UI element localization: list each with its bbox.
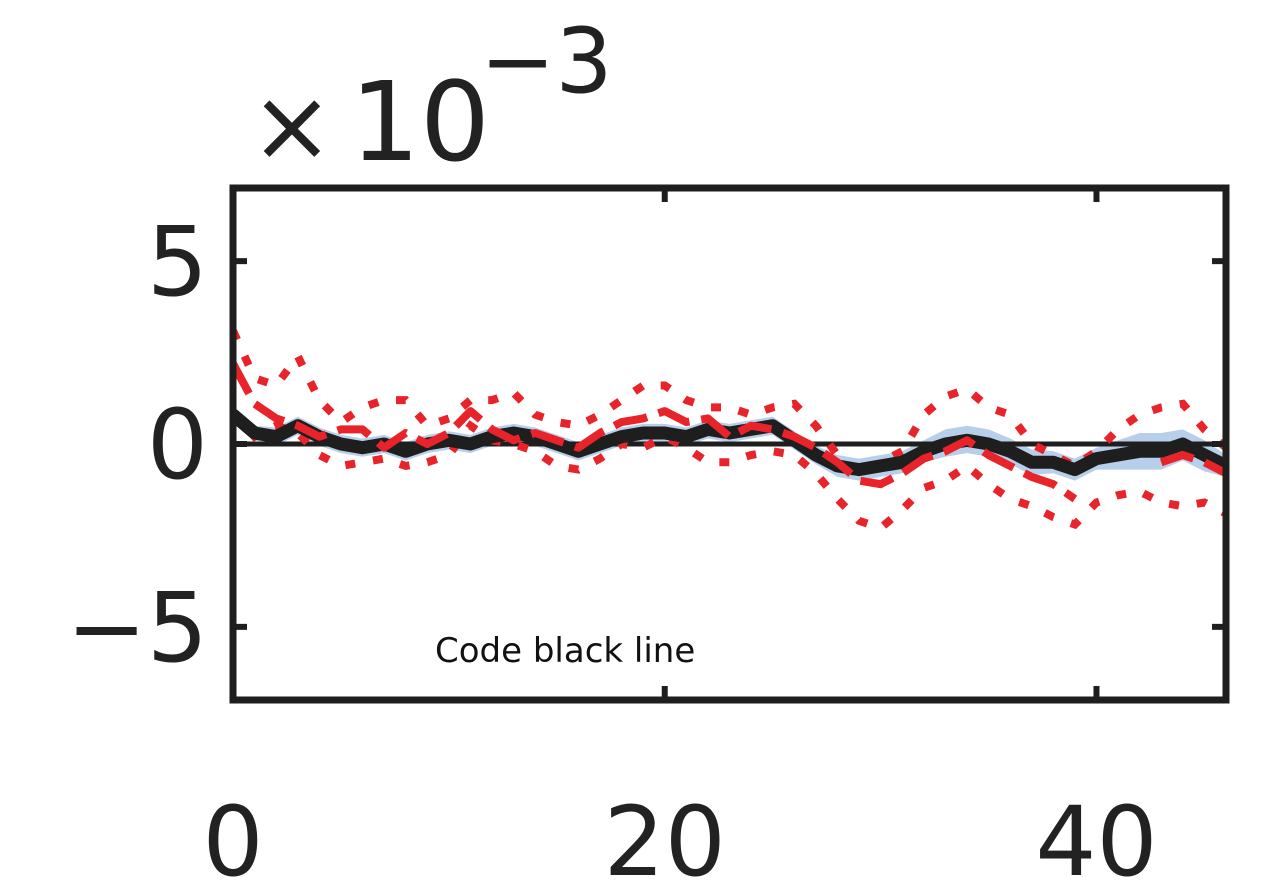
red-dotted-upper-line <box>233 328 1226 483</box>
red-dashed-line <box>233 361 1226 503</box>
exponent-base: 10 <box>350 58 490 186</box>
x-tick-label: 40 <box>1035 786 1157 889</box>
red-dotted-layer <box>233 328 1226 533</box>
exponent-prefix: × <box>250 67 334 184</box>
y-tick-label: −5 <box>66 572 208 684</box>
x-tick-label: 20 <box>604 786 726 889</box>
x-tick-label: 0 <box>202 786 263 889</box>
red-dashed-layer <box>233 361 1226 503</box>
label-layer: 0 20 40 5 0 −5 <box>66 206 1157 889</box>
exponent-label: × 10 −3 <box>250 9 613 186</box>
y-tick-label: 0 <box>147 389 208 501</box>
axis-layer <box>229 184 1230 704</box>
annotation-text: Code black line <box>435 631 695 671</box>
y-tick-label: 5 <box>147 206 208 318</box>
exponent-power: −3 <box>480 9 613 114</box>
